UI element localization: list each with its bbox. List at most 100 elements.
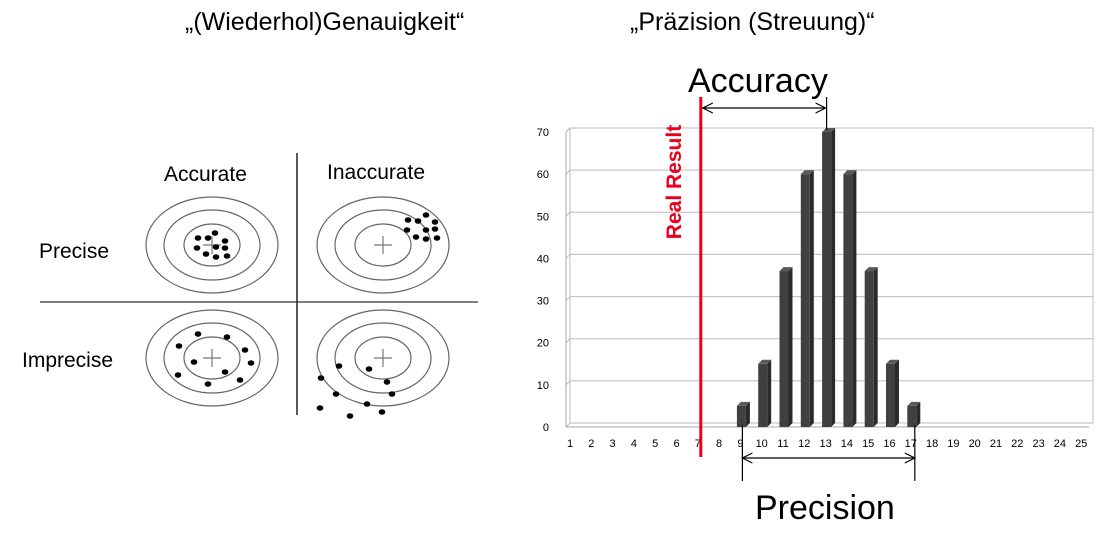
- accuracy-arrow: [701, 102, 827, 114]
- bar-side: [767, 359, 772, 427]
- precision-label: Precision: [755, 489, 895, 527]
- shot-dot: [422, 212, 430, 218]
- row-label-imprecise: Imprecise: [22, 349, 114, 372]
- gridline-side: [565, 254, 571, 259]
- shot-dot: [422, 236, 430, 242]
- bar-side: [809, 170, 814, 427]
- y-tick-label: 70: [537, 127, 549, 139]
- bar-top: [907, 401, 921, 406]
- shot-dot: [194, 331, 202, 337]
- shot-dot: [221, 238, 229, 244]
- bar-front: [907, 405, 917, 427]
- shot-dot: [212, 244, 220, 250]
- shot-dot: [365, 366, 373, 372]
- shot-dot: [247, 360, 255, 366]
- shot-dot: [193, 245, 201, 251]
- bar-10: [758, 359, 772, 427]
- shot-dot: [241, 347, 249, 353]
- x-tick-label: 9: [737, 438, 743, 450]
- bar-top: [779, 267, 793, 272]
- column-label-accurate: Accurate: [164, 163, 247, 186]
- shot-dot: [204, 235, 212, 241]
- bar-12: [800, 170, 814, 427]
- shot-dot: [346, 413, 354, 419]
- precision-arrow: [741, 452, 917, 464]
- bar-front: [736, 405, 746, 427]
- crosshair-icon: [203, 349, 221, 367]
- x-tick-label: 4: [631, 438, 637, 450]
- real-result-label: Real Result: [663, 124, 686, 240]
- left-title: „(Wiederhol)Genauigkeit“: [185, 8, 465, 36]
- shot-dot: [211, 230, 219, 236]
- x-tick-label: 15: [862, 438, 874, 450]
- bar-side: [745, 401, 750, 427]
- bar-9: [736, 401, 750, 427]
- target-ring: [183, 223, 241, 267]
- shot-dot: [412, 234, 420, 240]
- target-ring: [334, 322, 432, 394]
- shot-dot: [403, 227, 411, 233]
- x-tick-label: 6: [673, 438, 679, 450]
- bar-11: [779, 267, 793, 427]
- bar-top: [800, 170, 814, 175]
- x-tick-label: 16: [883, 438, 895, 450]
- shot-dot: [388, 391, 396, 397]
- shot-dot: [404, 217, 412, 223]
- target-ring: [145, 196, 279, 294]
- bar-front: [864, 271, 874, 427]
- right-title: „Präzision (Streuung)“: [630, 8, 875, 36]
- target-ring: [316, 309, 450, 407]
- shot-dot: [174, 372, 182, 378]
- gridline-side: [565, 338, 571, 344]
- target-ring: [316, 196, 450, 294]
- shot-dot: [422, 227, 430, 233]
- shot-dot: [202, 251, 210, 257]
- bar-17: [907, 401, 921, 427]
- target-inaccurate-precise: [316, 196, 450, 294]
- x-tick-label: 5: [652, 438, 658, 450]
- target-ring: [334, 209, 432, 281]
- shot-dot: [383, 379, 391, 385]
- accuracy-label: Accuracy: [688, 62, 828, 100]
- x-tick-label: 25: [1075, 438, 1087, 450]
- gridline-side: [565, 211, 571, 217]
- x-tick-label: 18: [926, 438, 938, 450]
- x-tick-label: 14: [841, 438, 853, 450]
- y-tick-label: 30: [537, 296, 549, 308]
- x-tick-label: 13: [819, 438, 831, 450]
- shot-dot: [414, 218, 422, 224]
- gridline-side: [565, 296, 571, 301]
- crosshair-icon: [374, 349, 392, 367]
- x-tick-label: 8: [716, 438, 722, 450]
- bar-front: [843, 174, 853, 427]
- shot-dot: [332, 391, 340, 397]
- x-tick-label: 10: [756, 438, 768, 450]
- gridline-side: [565, 169, 571, 175]
- shot-dot: [223, 334, 231, 340]
- y-tick-label: 40: [537, 253, 549, 265]
- bar-14: [843, 170, 857, 427]
- target-ring: [354, 223, 412, 267]
- row-label-precise: Precise: [39, 240, 110, 263]
- x-tick-label: 17: [905, 438, 917, 450]
- shot-dot: [236, 377, 244, 383]
- target-accurate-imprecise: [145, 309, 279, 407]
- y-tick-label: 50: [537, 211, 549, 223]
- x-tick-label: 22: [1011, 438, 1023, 450]
- shot-dot: [433, 235, 441, 241]
- bar-side: [895, 359, 899, 427]
- gridline-side: [565, 422, 571, 428]
- x-tick-label: 21: [990, 438, 1002, 450]
- x-tick-label: 20: [969, 438, 981, 450]
- target-ring: [145, 309, 279, 407]
- y-tick-label: 0: [543, 422, 549, 434]
- bar-front: [822, 132, 832, 427]
- bar-side: [788, 267, 793, 427]
- gridline-side: [565, 127, 571, 133]
- shot-dot: [317, 375, 325, 381]
- shot-dot: [378, 409, 386, 415]
- x-tick-label: 11: [777, 438, 788, 450]
- bar-front: [800, 174, 810, 427]
- x-tick-label: 7: [695, 438, 701, 450]
